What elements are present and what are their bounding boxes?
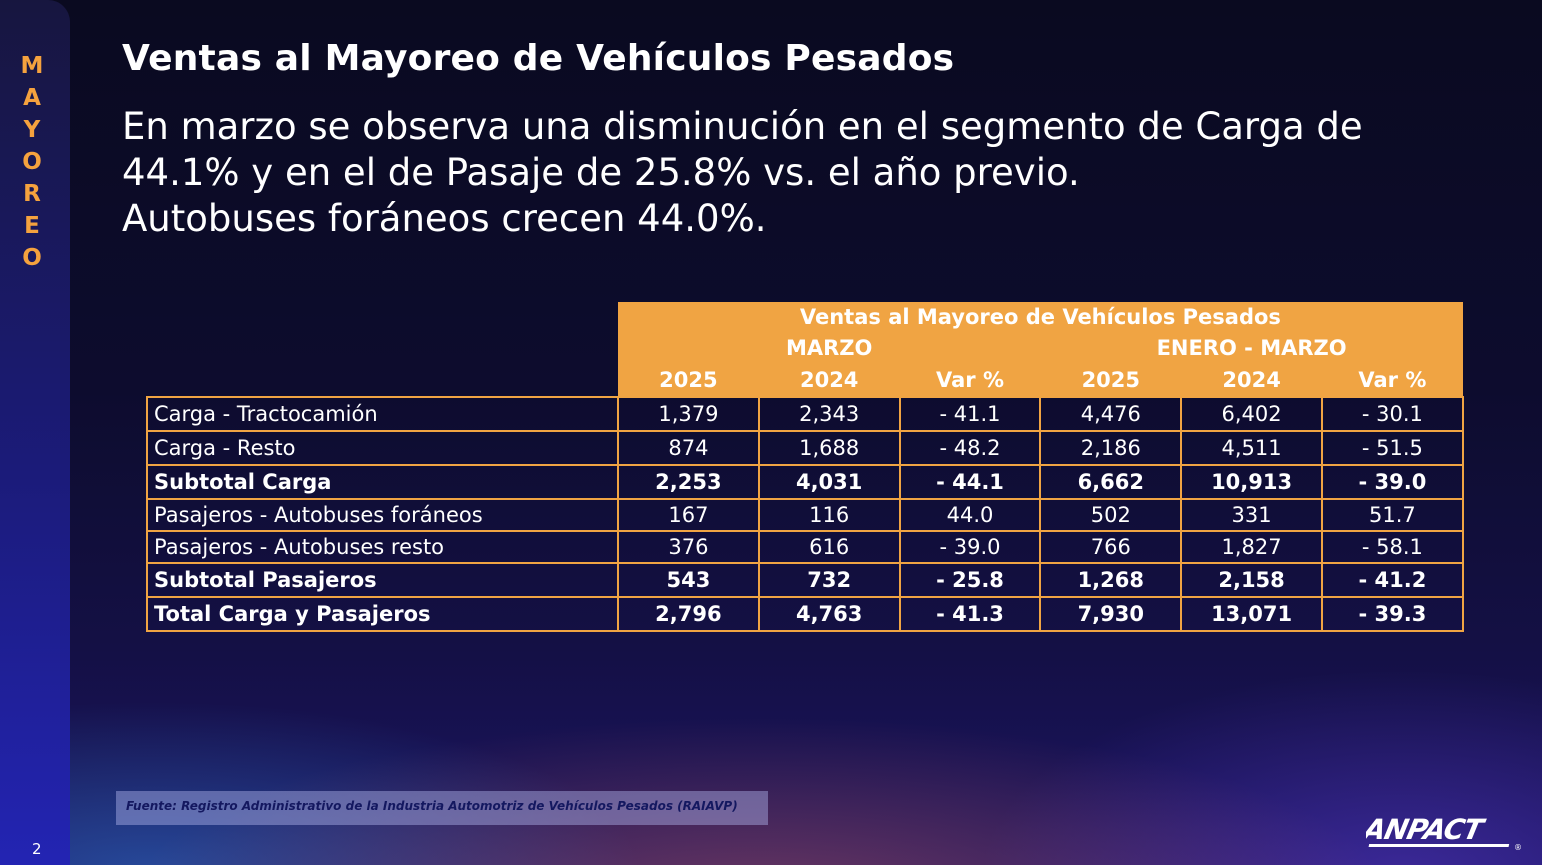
column-header: Var % <box>1321 364 1463 397</box>
cell: 2,343 <box>757 396 901 432</box>
letter: Y <box>23 117 41 143</box>
cell: 51.7 <box>1320 498 1464 532</box>
cell: 732 <box>757 562 901 598</box>
sidebar: M A Y O R E O <box>0 0 70 865</box>
row-label: Carga - Tractocamión <box>146 396 619 432</box>
letter: R <box>23 181 41 207</box>
sales-table: Ventas al Mayoreo de Vehículos Pesados M… <box>146 302 1464 632</box>
header-blank <box>147 332 618 364</box>
letter: M <box>20 53 44 79</box>
table-row: Carga - Tractocamión 1,379 2,343 - 41.1 … <box>146 396 1464 432</box>
letter: O <box>22 245 42 271</box>
summary-line-1: En marzo se observa una disminución en e… <box>122 105 1363 148</box>
section-vertical-label: M A Y O R E O <box>0 50 64 274</box>
cell: 1,688 <box>757 430 901 466</box>
cell: 4,476 <box>1039 396 1183 432</box>
header-blank <box>147 364 618 397</box>
summary-text: En marzo se observa una disminución en e… <box>122 104 1462 242</box>
table-row: Pasajeros - Autobuses foráneos 167 116 4… <box>146 498 1464 532</box>
table-header-title: Ventas al Mayoreo de Vehículos Pesados <box>618 302 1463 332</box>
cell: 2,253 <box>617 464 760 500</box>
cell: 331 <box>1180 498 1323 532</box>
cell: 543 <box>617 562 760 598</box>
cell: 10,913 <box>1180 464 1323 500</box>
cell: 4,511 <box>1180 430 1323 466</box>
cell: 766 <box>1039 530 1183 564</box>
letter: E <box>24 213 40 239</box>
svg-text:ANPACT: ANPACT <box>1366 813 1489 846</box>
column-header: Var % <box>899 364 1041 397</box>
cell: - 39.3 <box>1320 596 1464 632</box>
column-header: 2025 <box>618 364 759 397</box>
cell: 2,158 <box>1180 562 1323 598</box>
anpact-logo-icon: ANPACT ® <box>1359 813 1522 852</box>
cell: - 30.1 <box>1320 396 1464 432</box>
cell: 2,796 <box>617 596 760 632</box>
letter: O <box>22 149 42 175</box>
group-header-march: MARZO <box>618 332 1041 364</box>
cell: - 48.2 <box>898 430 1042 466</box>
cell: - 51.5 <box>1320 430 1464 466</box>
cell: 13,071 <box>1180 596 1323 632</box>
page-title: Ventas al Mayoreo de Vehículos Pesados <box>122 38 955 79</box>
table-row: Pasajeros - Autobuses resto 376 616 - 39… <box>146 530 1464 564</box>
cell: - 39.0 <box>1320 464 1464 500</box>
cell: 7,930 <box>1039 596 1183 632</box>
table-row: Carga - Resto 874 1,688 - 48.2 2,186 4,5… <box>146 430 1464 466</box>
column-header: 2025 <box>1040 364 1182 397</box>
anpact-logo: ANPACT ® <box>1359 812 1526 856</box>
row-label: Subtotal Carga <box>146 464 619 500</box>
summary-line-3: Autobuses foráneos crecen 44.0%. <box>122 197 767 240</box>
cell: - 39.0 <box>898 530 1042 564</box>
cell: 1,379 <box>617 396 760 432</box>
cell: 167 <box>617 498 760 532</box>
letter: A <box>23 85 41 111</box>
row-label: Total Carga y Pasajeros <box>146 596 619 632</box>
svg-text:®: ® <box>1514 843 1522 852</box>
row-label: Pasajeros - Autobuses resto <box>146 530 619 564</box>
group-header-ytd: ENERO - MARZO <box>1040 332 1463 364</box>
cell: - 44.1 <box>898 464 1042 500</box>
cell: 1,827 <box>1180 530 1323 564</box>
subtotal-row: Subtotal Carga 2,253 4,031 - 44.1 6,662 … <box>146 464 1464 500</box>
subtotal-row: Subtotal Pasajeros 543 732 - 25.8 1,268 … <box>146 562 1464 598</box>
column-header: 2024 <box>758 364 900 397</box>
cell: 502 <box>1039 498 1183 532</box>
cell: - 58.1 <box>1320 530 1464 564</box>
column-header: 2024 <box>1181 364 1322 397</box>
cell: 2,186 <box>1039 430 1183 466</box>
cell: - 41.3 <box>898 596 1042 632</box>
cell: 1,268 <box>1039 562 1183 598</box>
cell: - 41.2 <box>1320 562 1464 598</box>
row-label: Carga - Resto <box>146 430 619 466</box>
row-label: Subtotal Pasajeros <box>146 562 619 598</box>
cell: 616 <box>757 530 901 564</box>
cell: 6,662 <box>1039 464 1183 500</box>
cell: 4,031 <box>757 464 901 500</box>
row-label: Pasajeros - Autobuses foráneos <box>146 498 619 532</box>
cell: 44.0 <box>898 498 1042 532</box>
total-row: Total Carga y Pasajeros 2,796 4,763 - 41… <box>146 596 1464 632</box>
page-number: 2 <box>32 840 42 858</box>
cell: - 25.8 <box>898 562 1042 598</box>
cell: 6,402 <box>1180 396 1323 432</box>
cell: - 41.1 <box>898 396 1042 432</box>
header-blank <box>147 302 618 332</box>
cell: 116 <box>757 498 901 532</box>
summary-line-2: 44.1% y en el de Pasaje de 25.8% vs. el … <box>122 151 1080 194</box>
cell: 874 <box>617 430 760 466</box>
source-note: Fuente: Registro Administrativo de la In… <box>116 791 768 825</box>
cell: 376 <box>617 530 760 564</box>
cell: 4,763 <box>757 596 901 632</box>
